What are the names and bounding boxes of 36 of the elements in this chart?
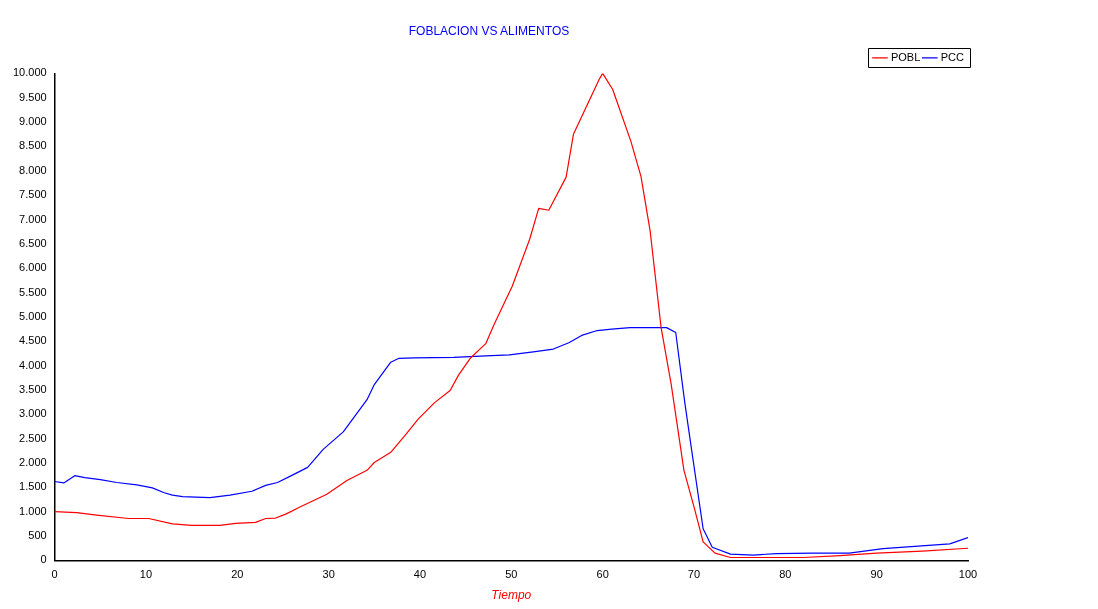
y-tick-label: 7.500 xyxy=(19,188,47,201)
y-tick-label: 5.500 xyxy=(19,285,47,298)
y-tick-label: 1.000 xyxy=(19,504,47,517)
y-tick-label: 2.500 xyxy=(19,431,47,444)
y-tick-label: 6.000 xyxy=(19,261,47,274)
x-tick-label: 10 xyxy=(139,568,153,581)
x-tick-label: 80 xyxy=(779,568,792,581)
x-tick-label: 0 xyxy=(51,568,58,581)
y-tick-label: 8.000 xyxy=(19,163,47,176)
y-tick-label: 8.500 xyxy=(19,139,47,152)
x-tick-label: 100 xyxy=(958,568,978,581)
y-tick-label: 9.000 xyxy=(19,115,47,128)
y-tick-label: 9.500 xyxy=(19,90,47,103)
x-tick-label: 60 xyxy=(596,568,609,581)
y-tick-label: 500 xyxy=(28,529,47,542)
y-tick-label: 4.500 xyxy=(19,334,47,347)
chart-title: FOBLACION VS ALIMENTOS xyxy=(408,23,570,38)
x-tick-label: 70 xyxy=(687,568,701,581)
x-tick-label: 90 xyxy=(870,568,883,581)
x-axis-title: Tiempo xyxy=(491,588,532,603)
y-tick-label: 10.000 xyxy=(12,66,47,79)
x-tick-label: 20 xyxy=(231,568,244,581)
y-tick-label: 2.000 xyxy=(19,456,47,469)
y-tick-label: 3.000 xyxy=(19,407,47,420)
x-tick-label: 50 xyxy=(505,568,518,581)
y-tick-label: 7.000 xyxy=(19,212,47,225)
y-tick-label: 4.000 xyxy=(19,358,47,371)
y-tick-label: 6.500 xyxy=(19,236,47,249)
y-tick-label: 1.500 xyxy=(19,480,47,493)
legend-label: POBL xyxy=(890,50,921,63)
y-tick-label: 3.500 xyxy=(19,382,47,395)
x-tick-label: 30 xyxy=(322,568,335,581)
y-tick-label: 5.000 xyxy=(19,309,47,322)
legend-label: PCC xyxy=(940,50,965,63)
x-tick-label: 40 xyxy=(413,568,427,581)
y-tick-label: 0 xyxy=(40,553,47,566)
